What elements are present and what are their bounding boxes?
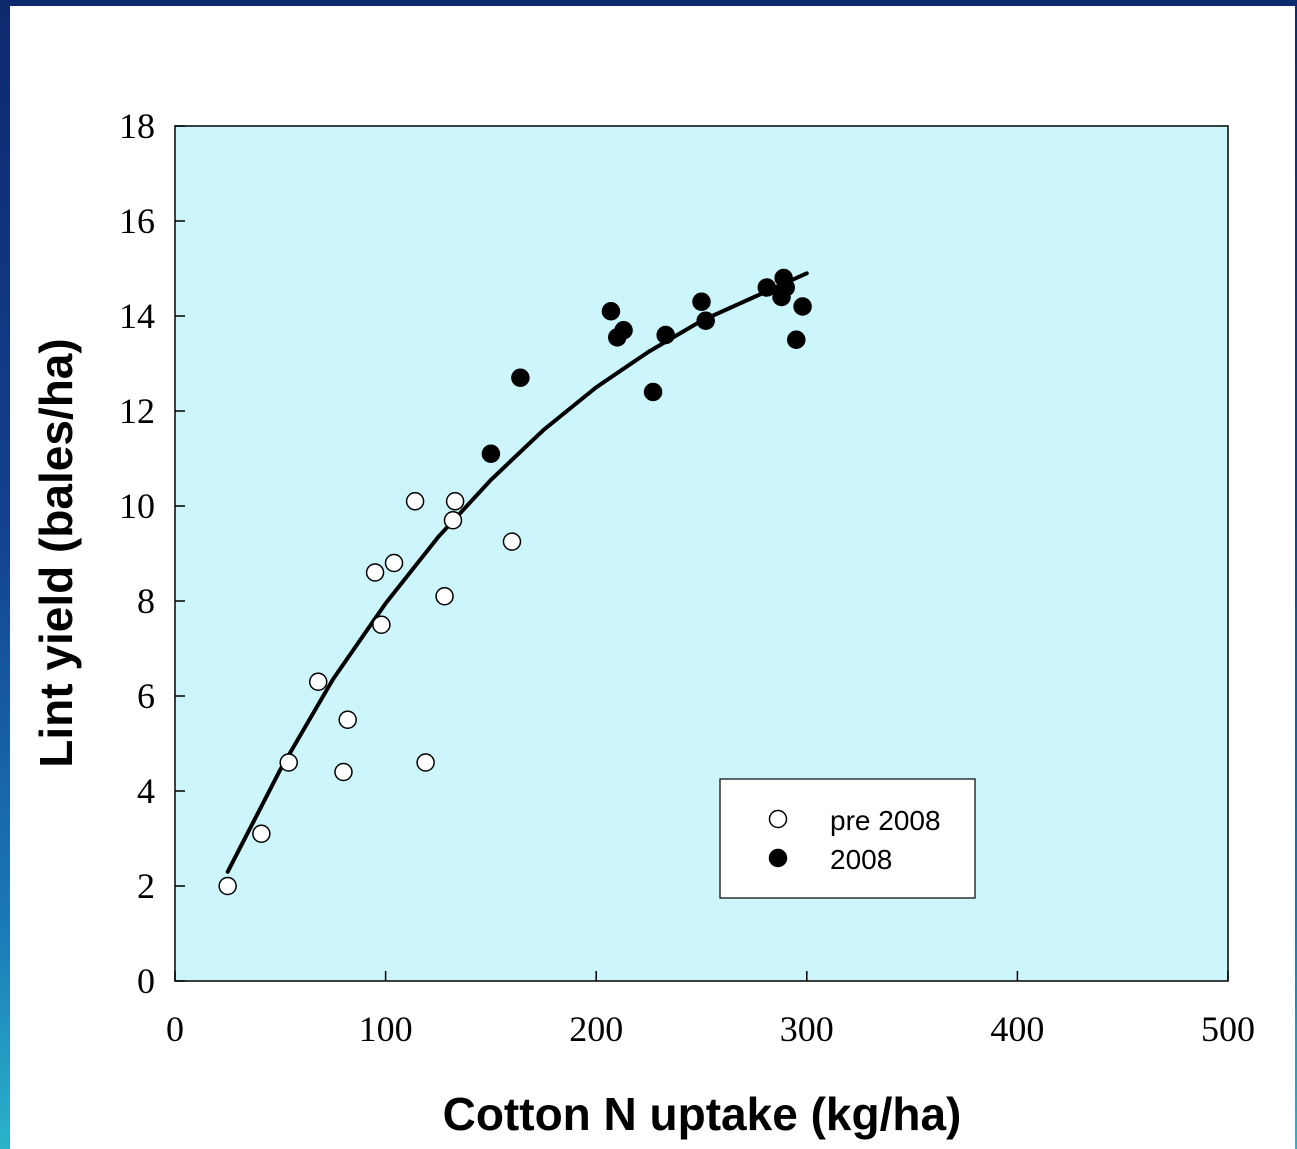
x-tick-label: 500: [1201, 1009, 1255, 1049]
x-tick-label: 100: [359, 1009, 413, 1049]
data-point-pre-2008: [338, 710, 357, 729]
legend-marker-2008: [768, 848, 788, 868]
data-point-pre-2008: [445, 492, 465, 511]
data-point-2008: [787, 330, 806, 349]
x-tick-label: 200: [569, 1009, 623, 1049]
legend-label-2008: 2008: [830, 844, 892, 875]
y-tick-label: 14: [119, 296, 155, 336]
data-point-2008: [481, 444, 501, 463]
data-point-pre-2008: [384, 553, 404, 573]
data-point-2008: [692, 292, 711, 311]
data-point-2008: [696, 311, 715, 330]
y-axis-title: Lint yield (bales/ha): [30, 338, 82, 767]
y-tick-label: 18: [119, 106, 155, 146]
plot-area: [175, 126, 1228, 981]
legend-box: [719, 778, 976, 899]
legend-label-pre-2008: pre 2008: [830, 805, 941, 836]
data-point-pre-2008: [308, 672, 328, 691]
y-tick-label: 8: [137, 581, 155, 621]
data-point-pre-2008: [372, 615, 391, 634]
data-point-2008: [511, 368, 530, 387]
data-point-2008: [776, 278, 795, 297]
y-tick-label: 0: [137, 961, 155, 1001]
x-tick-label: 400: [990, 1009, 1044, 1049]
data-point-pre-2008: [279, 753, 298, 772]
y-tick-label: 2: [137, 866, 155, 906]
data-point-pre-2008: [252, 824, 271, 843]
data-point-pre-2008: [218, 876, 237, 896]
data-point-2008: [656, 325, 675, 345]
data-point-2008: [757, 278, 777, 297]
data-point-pre-2008: [405, 492, 425, 511]
x-tick-label: 0: [166, 1009, 184, 1049]
y-tick-label: 16: [119, 201, 155, 241]
y-tick-label: 10: [119, 486, 155, 526]
data-point-pre-2008: [365, 563, 385, 582]
plot-border: [174, 125, 1229, 982]
data-point-pre-2008: [435, 587, 454, 606]
data-point-2008: [643, 382, 663, 402]
y-tick-label: 6: [137, 676, 155, 716]
data-point-2008: [601, 302, 621, 321]
x-tick-label: 300: [780, 1009, 834, 1049]
data-point-2008: [614, 321, 633, 340]
ticks-layer: 0 100 200 300 400 500 0 2 4 6 8 10 12 14 16 18: [119, 106, 1255, 1049]
y-tick-label: 12: [119, 391, 155, 431]
data-point-2008: [793, 297, 812, 316]
data-point-pre-2008: [334, 762, 353, 782]
x-axis-title: Cotton N uptake (kg/ha): [443, 1088, 962, 1140]
points-layer: [218, 268, 812, 896]
legend-marker-pre-2008: [768, 809, 788, 829]
data-point-pre-2008: [443, 511, 463, 530]
data-point-pre-2008: [416, 753, 435, 772]
legend: pre 2008 2008: [719, 778, 976, 899]
data-point-pre-2008: [502, 532, 522, 551]
y-tick-label: 4: [137, 771, 155, 811]
